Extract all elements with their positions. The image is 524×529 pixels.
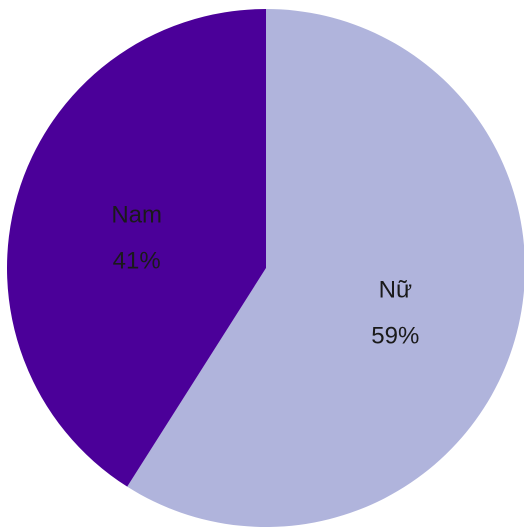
pie-slice-label-0: Nữ [379,277,412,304]
pie-slice-value-0: 59% [371,323,419,350]
pie-slice-1 [7,9,266,487]
pie-slice-label-1: Nam [111,201,162,228]
pie-labels: Nữ 59% Nam 41% [111,201,419,349]
pie-slice-value-1: 41% [113,247,161,274]
pie-slices [7,9,524,527]
pie-slice-0 [127,9,524,527]
